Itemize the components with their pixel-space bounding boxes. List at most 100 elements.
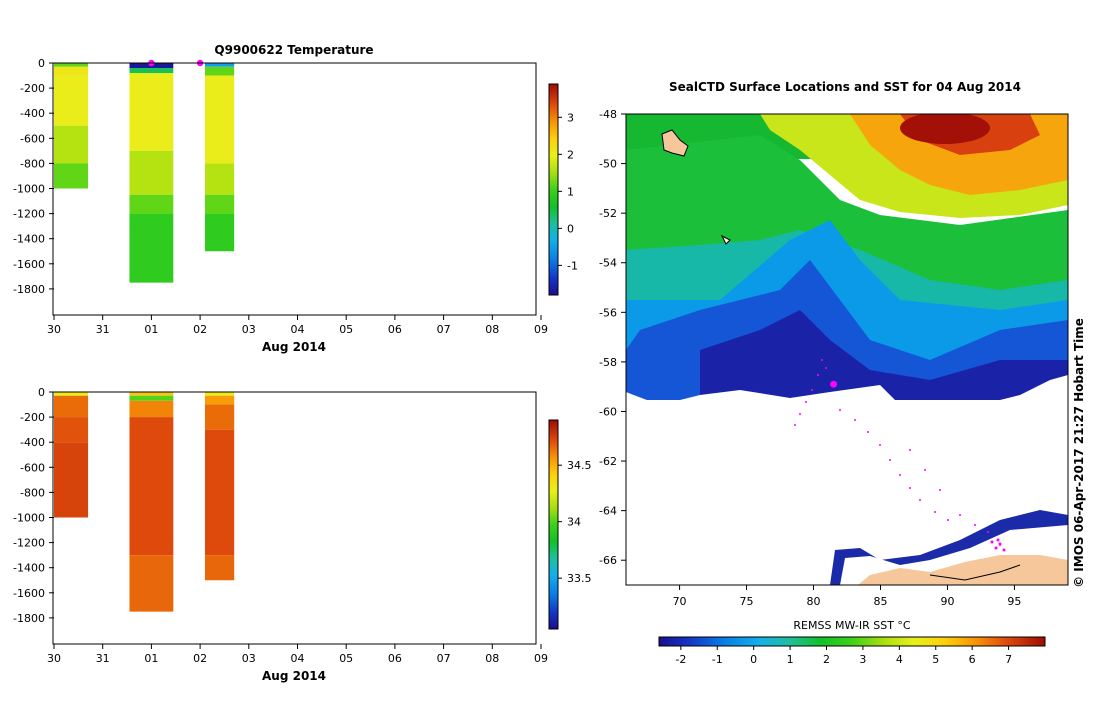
salinity-profile-1-layer-3 xyxy=(129,417,174,556)
sst-colorbar xyxy=(658,636,1046,647)
sst-colorbar-tick-label: 2 xyxy=(823,653,830,666)
temperature-x-tick-label: 06 xyxy=(388,323,402,336)
temperature-profile-1-layer-2 xyxy=(129,73,174,151)
salinity-x-tick-label: 31 xyxy=(96,652,110,665)
temperature-profile-2-layer-1 xyxy=(204,66,235,76)
salinity-y-tick-label: -1000 xyxy=(13,512,45,525)
salinity-colorbar-tick-label: 33.5 xyxy=(567,572,592,585)
temperature-colorbar-tick-label: 1 xyxy=(567,185,574,198)
sst-colorbar-tick-label: 5 xyxy=(932,653,939,666)
sst-y-tick-label: -60 xyxy=(599,405,617,418)
salinity-y-tick-label: -1400 xyxy=(13,562,45,575)
antarctic-land xyxy=(858,555,1068,585)
salinity-profile-0-layer-3 xyxy=(54,442,89,518)
sst-y-tick-label: -62 xyxy=(599,455,617,468)
salinity-panel: 30 31 01 02 03 04 05 06 07 08 09 0 -200 -400 -600 -800 -… xyxy=(13,386,591,683)
temperature-y-tick-label: -1800 xyxy=(13,283,45,296)
salinity-x-tick-label: 09 xyxy=(534,652,548,665)
sst-y-tick-label: -50 xyxy=(599,158,617,171)
temperature-colorbar-tick-label: 0 xyxy=(567,222,574,235)
sst-colorbar-tick-label: -1 xyxy=(712,653,723,666)
sea-ice xyxy=(626,375,1068,585)
sst-colorbar-tick-label: 4 xyxy=(896,653,903,666)
salinity-y-tick-label: 0 xyxy=(38,386,45,399)
temperature-x-tick-label: 05 xyxy=(339,323,353,336)
salinity-x-tick-label: 06 xyxy=(388,652,402,665)
temperature-profile-0-layer-4 xyxy=(54,163,89,189)
temperature-profile-1-layer-1 xyxy=(129,68,174,74)
temperature-profile-2-layer-3 xyxy=(204,163,235,195)
salinity-y-tick-label: -200 xyxy=(20,411,45,424)
temperature-x-tick-label: 02 xyxy=(193,323,207,336)
temperature-x-tick-label: 30 xyxy=(47,323,61,336)
temperature-profile-0-layer-1 xyxy=(54,66,89,76)
temperature-colorbar-ticks: 3 2 1 0 -1 xyxy=(558,111,578,272)
salinity-colorbar-ticks: 34.5 34 33.5 xyxy=(558,459,592,585)
salinity-y-tick-label: -400 xyxy=(20,436,45,449)
salinity-y-tick-label: -1200 xyxy=(13,537,45,550)
sst-y-tick-label: -56 xyxy=(599,306,617,319)
temperature-profile-1-layer-3 xyxy=(129,150,174,195)
salinity-x-tick-label: 08 xyxy=(485,652,499,665)
salinity-x-axis-label: Aug 2014 xyxy=(262,669,326,683)
salinity-profile-1-layer-4 xyxy=(129,555,174,612)
salinity-x-tick-label: 02 xyxy=(193,652,207,665)
salinity-profile-1-layer-1 xyxy=(129,395,174,401)
kerguelen-island xyxy=(661,129,689,157)
sst-x-tick-label: 95 xyxy=(1007,595,1021,608)
temperature-profile-1-layer-4 xyxy=(129,194,174,214)
seal-track xyxy=(794,359,1006,552)
temperature-y-tick-label: 0 xyxy=(38,57,45,70)
salinity-profile-2-layer-3 xyxy=(204,429,235,556)
sst-map-axes: 70 75 80 85 90 95 -48 -50 -52 -54 -56 -58 -60 -62 -64 -… xyxy=(599,108,1021,608)
salinity-profiles xyxy=(54,392,235,612)
temperature-y-tick-label: -800 xyxy=(20,157,45,170)
salinity-x-tick-label: 05 xyxy=(339,652,353,665)
salinity-x-tick-label: 01 xyxy=(144,652,158,665)
temperature-profile-2-layer-2 xyxy=(204,75,235,164)
salinity-profile-2-layer-0 xyxy=(204,392,235,396)
temperature-y-tick-label: -200 xyxy=(20,82,45,95)
sst-map-frame xyxy=(625,113,1069,586)
temperature-profile-0-layer-0 xyxy=(54,63,89,67)
temperature-x-tick-label: 09 xyxy=(534,323,548,336)
temperature-axes: 30 31 01 02 03 04 05 06 07 08 09 0 -200 -400 -600 -800 -… xyxy=(13,57,548,336)
temperature-x-tick-label: 03 xyxy=(242,323,256,336)
sst-x-tick-label: 75 xyxy=(740,595,754,608)
salinity-profile-0-layer-2 xyxy=(54,417,89,443)
salinity-x-tick-label: 30 xyxy=(47,652,61,665)
sst-y-tick-label: -64 xyxy=(599,505,617,518)
salinity-profile-2-layer-2 xyxy=(204,404,235,430)
temperature-y-tick-label: -1200 xyxy=(13,208,45,221)
sst-colorbar-label: REMSS MW-IR SST °C xyxy=(793,619,911,632)
sst-y-tick-label: -58 xyxy=(599,356,617,369)
temperature-colorbar-tick-label: 3 xyxy=(567,111,574,124)
salinity-profile-0-layer-0 xyxy=(54,392,89,396)
sst-colorbar-tick-label: 6 xyxy=(969,653,976,666)
sst-surface-location-marker xyxy=(830,380,838,388)
temperature-x-axis-label: Aug 2014 xyxy=(262,340,326,354)
temperature-plot-frame xyxy=(52,62,537,316)
sst-map-title: SealCTD Surface Locations and SST for 04… xyxy=(669,80,1021,94)
sst-band-darkblue xyxy=(700,310,1068,400)
temperature-x-tick-label: 31 xyxy=(96,323,110,336)
temperature-profile-0-layer-2 xyxy=(54,75,89,126)
temperature-colorbar-tick-label: -1 xyxy=(567,259,578,272)
temperature-chart-title: Q9900622 Temperature xyxy=(214,43,373,57)
sst-y-tick-label: -66 xyxy=(599,554,617,567)
temperature-profile-0-layer-3 xyxy=(54,125,89,164)
temperature-y-tick-label: -600 xyxy=(20,132,45,145)
temperature-profile-1-layer-5 xyxy=(129,213,174,283)
sst-colorbar-tick-label: -2 xyxy=(675,653,686,666)
sst-map-panel: SealCTD Surface Locations and SST for 04… xyxy=(599,80,1086,666)
salinity-y-tick-label: -600 xyxy=(20,461,45,474)
salinity-plot-frame xyxy=(52,391,537,645)
temperature-x-tick-label: 04 xyxy=(291,323,305,336)
temperature-profiles xyxy=(54,63,235,283)
salinity-y-tick-label: -800 xyxy=(20,486,45,499)
sst-x-tick-label: 90 xyxy=(940,595,954,608)
temperature-x-tick-label: 08 xyxy=(485,323,499,336)
temperature-colorbar-tick-label: 2 xyxy=(567,148,574,161)
temperature-profile-2-layer-5 xyxy=(204,213,235,252)
